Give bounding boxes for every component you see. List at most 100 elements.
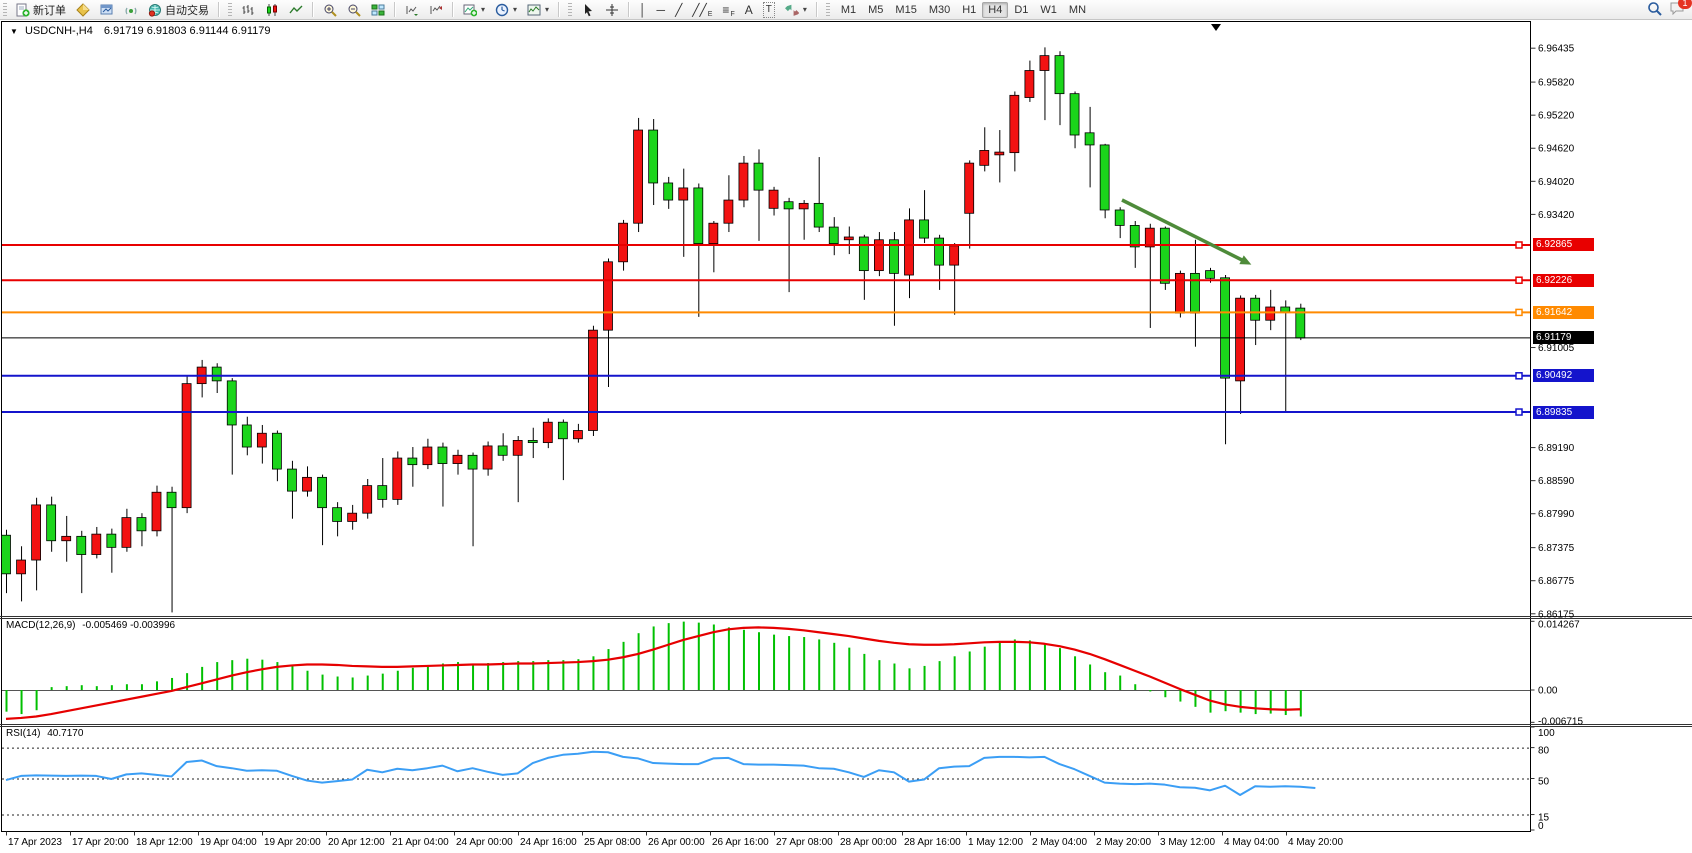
tf-button-M30[interactable]: M30 — [928, 3, 951, 16]
signals-button[interactable] — [120, 0, 142, 19]
macd-name: MACD(12,26,9) — [6, 620, 76, 631]
chart-shift-icon — [430, 5, 442, 14]
autotrading-label: 自动交易 — [165, 4, 209, 17]
macd-signal-line — [5, 626, 1301, 720]
trend-arrow-object — [1121, 198, 1247, 264]
rsi-name: RSI(14) — [6, 728, 41, 739]
tf-button-H1[interactable]: H1 — [962, 3, 977, 16]
autotrading-icon — [148, 3, 162, 17]
price-axis-tick: 6.91005 — [1538, 343, 1575, 354]
rsi-indicator-label: RSI(14) 40.7170 — [6, 728, 83, 739]
macd-axis-tick: -0.006715 — [1538, 717, 1583, 728]
text-icon: A — [744, 2, 753, 17]
vertical-line-tool[interactable]: │ — [635, 0, 651, 19]
time-axis-label: 3 May 12:00 — [1160, 837, 1215, 848]
new-order-label: 新订单 — [33, 4, 66, 17]
price-axis-tick: 6.93420 — [1538, 210, 1575, 221]
toolbar-grip[interactable] — [568, 3, 573, 16]
tf-button-MN[interactable]: MN — [1068, 3, 1087, 16]
tf-button-D1[interactable]: D1 — [1014, 3, 1029, 16]
auto-scroll-button[interactable] — [401, 0, 423, 19]
chevron-down-icon: ▾ — [481, 5, 486, 14]
price-axis-tick: 6.86775 — [1538, 576, 1575, 587]
rsi-line — [5, 750, 1316, 796]
candlestick-icon — [267, 3, 277, 16]
price-axis-tick: 6.95820 — [1538, 78, 1575, 89]
tf-button-M5[interactable]: M5 — [868, 3, 884, 16]
candlestick-button[interactable] — [261, 0, 283, 19]
chevron-down-icon: ▾ — [545, 5, 550, 14]
text-tool[interactable]: A — [741, 0, 757, 19]
tf-button-H4[interactable]: H4 — [982, 1, 1009, 18]
notification-badge: 1 — [1678, 0, 1692, 9]
toolbar-separator — [312, 2, 314, 17]
macd-values: -0.005469 -0.003996 — [82, 620, 176, 631]
time-axis-label: 28 Apr 00:00 — [840, 837, 897, 848]
time-axis-label: 2 May 04:00 — [1032, 837, 1087, 848]
tf-button-M1[interactable]: M1 — [840, 3, 857, 16]
market-button[interactable] — [72, 0, 94, 19]
crosshair-icon — [606, 3, 619, 16]
channel-icon: ╱╱ — [692, 2, 707, 17]
price-line-label: 6.92226 — [1533, 273, 1594, 287]
time-axis-label: 1 May 12:00 — [968, 837, 1023, 848]
periods-button[interactable]: ▾ — [491, 0, 521, 19]
time-axis-label: 27 Apr 08:00 — [776, 837, 833, 848]
equidistant-channel-tool[interactable]: ╱╱ E — [688, 0, 716, 19]
tile-windows-button[interactable] — [367, 0, 389, 19]
macd-indicator-label: MACD(12,26,9) -0.005469 -0.003996 — [6, 620, 175, 631]
zoom-out-button[interactable] — [343, 0, 365, 19]
time-axis-label: 19 Apr 20:00 — [264, 837, 321, 848]
cursor-tool-button[interactable] — [577, 0, 599, 19]
time-axis-label: 26 Apr 00:00 — [648, 837, 705, 848]
time-axis-label: 24 Apr 00:00 — [456, 837, 513, 848]
crosshair-tool-button[interactable] — [601, 0, 623, 19]
chart-menu-triangle-icon[interactable]: ▼ — [10, 27, 18, 36]
cursor-icon — [585, 3, 593, 16]
horizontal-line-tool[interactable]: ─ — [653, 0, 670, 19]
templates-button[interactable]: ▾ — [523, 0, 553, 19]
toolbar: 新订单 自动交易 — [0, 0, 1692, 20]
chart-ohlc-values: 6.91719 6.91803 6.91144 6.91179 — [103, 25, 271, 37]
time-axis-label: 24 Apr 16:00 — [520, 837, 577, 848]
chart-window-icon — [100, 3, 114, 17]
tf-button-W1[interactable]: W1 — [1040, 3, 1057, 16]
autotrading-button[interactable]: 自动交易 — [144, 0, 213, 19]
bar-chart-button[interactable] — [237, 0, 259, 19]
text-label-tool[interactable]: T — [759, 0, 779, 19]
time-axis-label: 19 Apr 04:00 — [200, 837, 257, 848]
toolbar-grip[interactable] — [228, 3, 232, 16]
fibonacci-icon: ≡ — [722, 2, 730, 17]
notifications-button[interactable]: 1 — [1670, 0, 1692, 18]
tf-button-M15[interactable]: M15 — [895, 3, 917, 16]
fibonacci-tool[interactable]: ≡ F — [718, 0, 738, 19]
time-axis-label: 20 Apr 12:00 — [328, 837, 385, 848]
trendline-tool[interactable]: ╱ — [671, 0, 686, 19]
indicators-icon — [463, 4, 477, 16]
chart-shift-button[interactable] — [425, 0, 447, 19]
time-axis-label: 2 May 20:00 — [1096, 837, 1151, 848]
macd-axis-tick: 0.014267 — [1538, 620, 1580, 631]
trendline-icon: ╱ — [675, 2, 683, 17]
search-button[interactable] — [1647, 1, 1662, 19]
toolbar-separator — [394, 2, 396, 17]
rsi-value: 40.7170 — [47, 728, 84, 739]
chart-window-button[interactable] — [96, 0, 118, 19]
arrows-icon — [784, 4, 799, 16]
toolbar-right: 1 — [1647, 0, 1692, 19]
arrows-tool[interactable]: ▾ — [781, 0, 811, 19]
vertical-line-icon: │ — [639, 2, 647, 17]
tile-windows-icon — [371, 4, 385, 15]
new-order-button[interactable]: 新订单 — [12, 0, 70, 19]
indicators-button[interactable]: ▾ — [459, 0, 489, 19]
macd-axis-tick: 0.00 — [1538, 686, 1558, 697]
toolbar-grip[interactable] — [3, 3, 7, 16]
label-icon: T — [762, 1, 775, 18]
time-axis-label: 18 Apr 12:00 — [136, 837, 193, 848]
time-axis-label: 21 Apr 04:00 — [392, 837, 449, 848]
price-axis-tick: 6.95220 — [1538, 111, 1575, 122]
zoom-in-button[interactable] — [319, 0, 341, 19]
line-chart-button[interactable] — [285, 0, 307, 19]
toolbar-grip[interactable] — [825, 3, 830, 16]
